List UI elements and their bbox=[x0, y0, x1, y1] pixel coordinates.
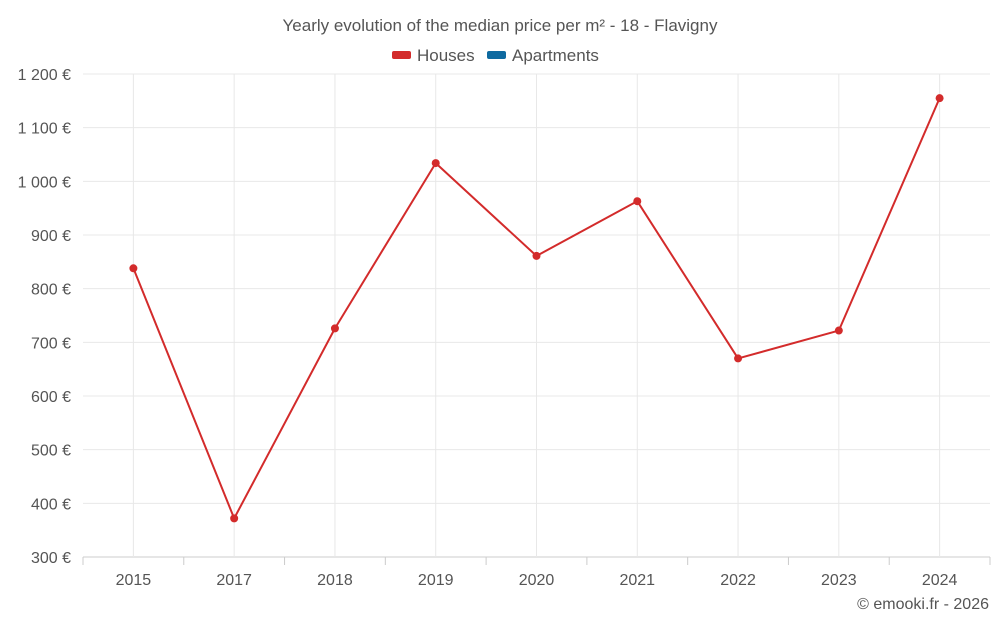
legend-label-houses[interactable]: Houses bbox=[417, 46, 475, 65]
legend-label-apartments[interactable]: Apartments bbox=[512, 46, 599, 65]
legend[interactable]: Houses Apartments bbox=[392, 46, 599, 65]
y-tick-label: 700 € bbox=[31, 335, 71, 352]
y-tick-label: 1 000 € bbox=[18, 174, 71, 191]
data-point-houses-2022[interactable] bbox=[734, 354, 743, 363]
y-tick-label: 800 € bbox=[31, 282, 71, 299]
x-tick-label: 2020 bbox=[519, 572, 555, 589]
x-tick-label: 2022 bbox=[720, 572, 756, 589]
y-tick-label: 300 € bbox=[31, 550, 71, 567]
grid bbox=[83, 73, 990, 558]
data-point-houses-2021[interactable] bbox=[633, 197, 642, 206]
y-tick-label: 600 € bbox=[31, 389, 71, 406]
x-tick-label: 2024 bbox=[922, 572, 958, 589]
legend-item-houses[interactable]: Houses bbox=[392, 46, 475, 65]
legend-swatch-apartments bbox=[487, 51, 506, 59]
x-axis: 2015 2017 2018 2019 2020 2021 2022 2023 2024 bbox=[82, 557, 991, 589]
chart-title: Yearly evolution of the median price per… bbox=[283, 16, 718, 35]
data-point-houses-2020[interactable] bbox=[532, 251, 541, 260]
y-tick-label: 1 100 € bbox=[18, 121, 71, 138]
data-point-houses-2024[interactable] bbox=[935, 94, 944, 103]
credit: © emooki.fr - 2026 bbox=[857, 596, 989, 613]
series-houses bbox=[129, 94, 944, 523]
y-tick-label: 500 € bbox=[31, 443, 71, 460]
x-tick-label: 2017 bbox=[216, 572, 252, 589]
legend-item-apartments[interactable]: Apartments bbox=[487, 46, 599, 65]
data-point-houses-2019[interactable] bbox=[431, 159, 440, 168]
data-point-houses-2017[interactable] bbox=[230, 514, 239, 523]
x-tick-label: 2015 bbox=[116, 572, 152, 589]
y-axis: 300 € 400 € 500 € 600 € 700 € 800 € 900 € 1 000… bbox=[18, 67, 71, 567]
data-point-houses-2015[interactable] bbox=[129, 264, 138, 273]
x-tick-label: 2021 bbox=[619, 572, 655, 589]
data-point-houses-2018[interactable] bbox=[330, 324, 339, 333]
legend-swatch-houses bbox=[392, 51, 411, 59]
data-point-houses-2023[interactable] bbox=[834, 326, 843, 335]
x-tick-label: 2018 bbox=[317, 572, 353, 589]
x-tick-label: 2019 bbox=[418, 572, 454, 589]
x-tick-label: 2023 bbox=[821, 572, 857, 589]
y-tick-label: 1 200 € bbox=[18, 67, 71, 84]
y-tick-label: 400 € bbox=[31, 496, 71, 513]
y-tick-label: 900 € bbox=[31, 228, 71, 245]
